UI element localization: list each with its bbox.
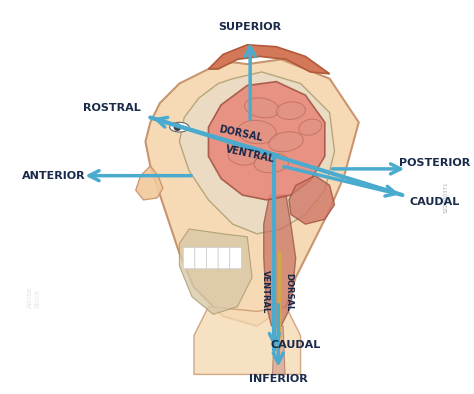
Text: DORSAL: DORSAL — [284, 273, 293, 311]
Ellipse shape — [276, 102, 305, 119]
Polygon shape — [136, 166, 163, 200]
FancyBboxPatch shape — [207, 247, 218, 269]
Polygon shape — [209, 45, 329, 74]
Polygon shape — [179, 72, 335, 234]
FancyBboxPatch shape — [183, 247, 195, 269]
Ellipse shape — [245, 98, 279, 118]
Text: VENTRAL: VENTRAL — [261, 270, 270, 314]
Polygon shape — [179, 229, 252, 314]
Ellipse shape — [228, 147, 257, 165]
Polygon shape — [194, 307, 301, 374]
Text: DORSAL: DORSAL — [218, 125, 264, 143]
Text: VENTRAL: VENTRAL — [225, 144, 276, 164]
Text: POSTERIOR: POSTERIOR — [399, 158, 470, 168]
FancyBboxPatch shape — [230, 247, 241, 269]
Ellipse shape — [173, 123, 182, 131]
Polygon shape — [146, 59, 359, 326]
Ellipse shape — [170, 123, 189, 132]
Polygon shape — [289, 176, 335, 224]
Ellipse shape — [299, 119, 322, 135]
Polygon shape — [273, 326, 285, 374]
Text: CAUDAL: CAUDAL — [271, 340, 321, 350]
Polygon shape — [209, 82, 325, 200]
Text: ROSTRAL: ROSTRAL — [82, 103, 140, 113]
Ellipse shape — [254, 153, 289, 173]
Text: INFERIOR: INFERIOR — [249, 374, 308, 384]
Text: SUPERIOR: SUPERIOR — [219, 22, 282, 32]
Text: ANTERIOR: ANTERIOR — [21, 171, 85, 181]
Ellipse shape — [237, 120, 276, 144]
FancyBboxPatch shape — [195, 247, 207, 269]
FancyBboxPatch shape — [218, 247, 230, 269]
Text: 522390371: 522390371 — [444, 181, 448, 213]
Polygon shape — [264, 195, 296, 326]
Text: Adobe
Stock: Adobe Stock — [27, 286, 40, 308]
Ellipse shape — [269, 132, 303, 152]
Text: CAUDAL: CAUDAL — [409, 197, 459, 207]
